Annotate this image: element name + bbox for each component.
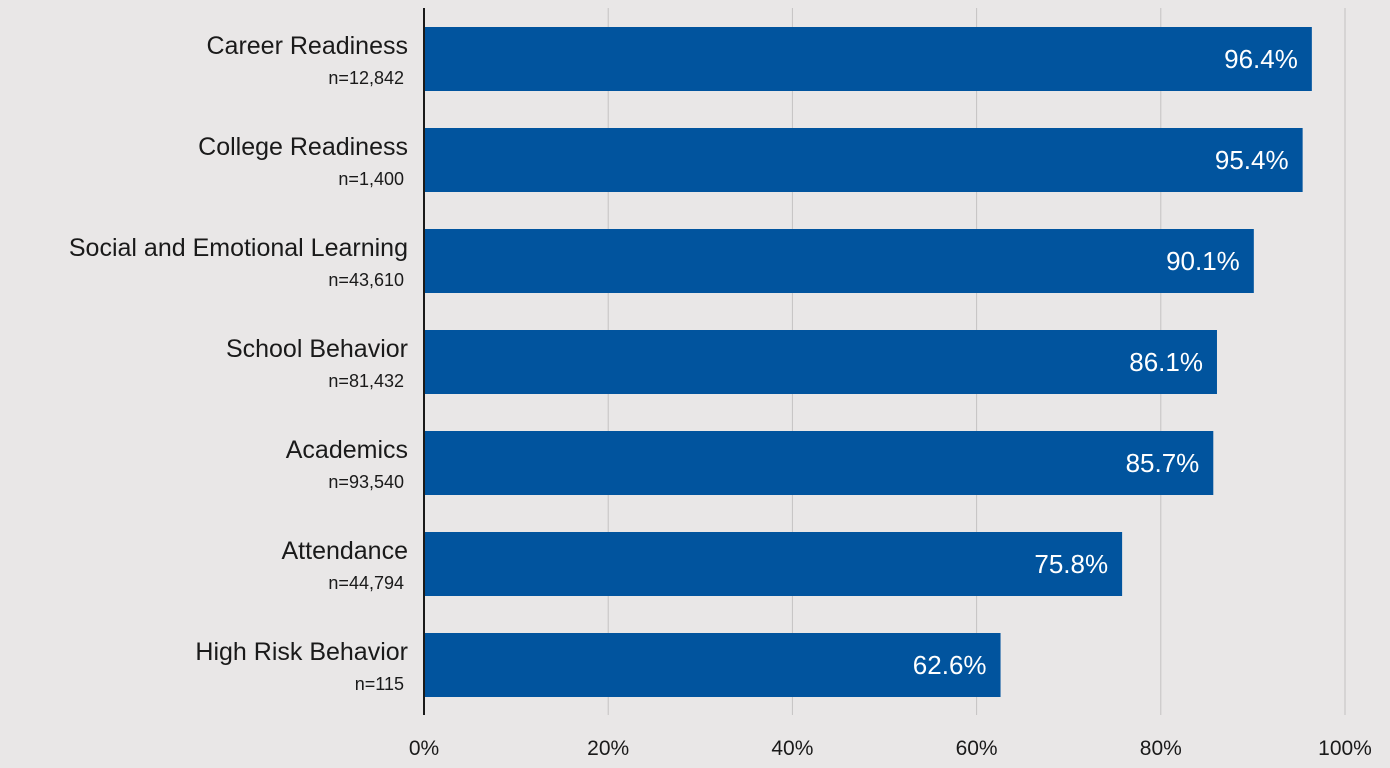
x-tick-label: 80% [1140, 737, 1182, 760]
bar-value-label: 85.7% [1126, 448, 1200, 478]
bar-value-label: 90.1% [1166, 246, 1240, 276]
x-axis-ticks: 0% 20% 40% 60% 80% 100% [409, 737, 1372, 760]
x-tick-label: 100% [1318, 737, 1372, 760]
bar [424, 229, 1254, 293]
sample-size-label: n=44,794 [328, 573, 404, 593]
bar-value-label: 96.4% [1224, 44, 1298, 74]
category-label: Social and Emotional Learning [69, 234, 408, 262]
sample-size-label: n=1,400 [338, 169, 404, 189]
bar-value-label: 86.1% [1129, 347, 1203, 377]
sample-size-label: n=115 [355, 674, 404, 694]
bar-value-label: 95.4% [1215, 145, 1289, 175]
bar [424, 128, 1303, 192]
bar [424, 532, 1123, 596]
x-tick-label: 20% [587, 737, 629, 760]
bar [424, 330, 1217, 394]
bar-value-label: 62.6% [913, 650, 987, 680]
x-tick-label: 40% [771, 737, 813, 760]
category-label: Career Readiness [207, 32, 409, 60]
sample-size-label: n=43,610 [328, 270, 404, 290]
sample-size-label: n=12,842 [328, 68, 404, 88]
category-label: Attendance [282, 537, 409, 565]
x-tick-label: 0% [409, 737, 439, 760]
bar-value-label: 75.8% [1034, 549, 1108, 579]
bar [424, 633, 1001, 697]
bar [424, 431, 1214, 495]
category-label: High Risk Behavior [195, 638, 408, 666]
category-labels: Career Readiness n=12,842 College Readines… [69, 32, 408, 694]
category-label: School Behavior [226, 335, 408, 363]
sample-size-label: n=93,540 [328, 472, 404, 492]
bars: 96.4% 95.4% 90.1% 86.1% 85.7% 75.8% 62.6% [424, 27, 1312, 697]
sample-size-label: n=81,432 [328, 371, 404, 391]
bar [424, 27, 1312, 91]
category-label: College Readiness [198, 133, 408, 161]
category-label: Academics [286, 436, 408, 464]
x-tick-label: 60% [956, 737, 998, 760]
